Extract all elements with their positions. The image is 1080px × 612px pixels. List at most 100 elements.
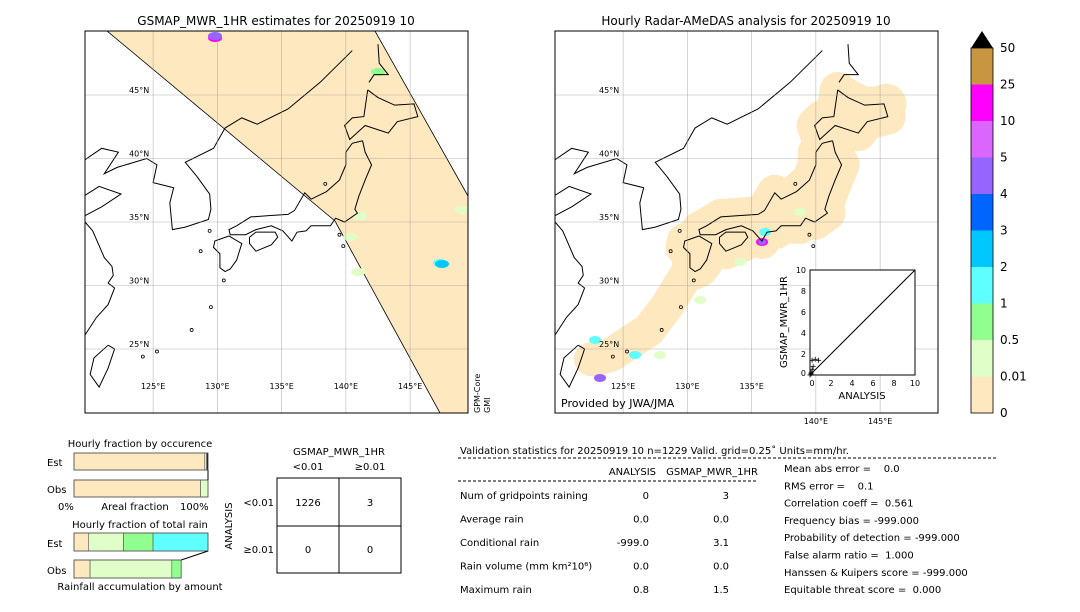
score-line: RMS error = 0.1 (784, 481, 874, 492)
coastline (85, 185, 123, 217)
island (668, 249, 673, 254)
stats-col-analysis: ANALYSIS (609, 467, 656, 478)
colorbar-label: 0 (1000, 406, 1008, 420)
lat-tick: 30°N (129, 277, 149, 286)
rain-cell (208, 32, 222, 40)
colorbar-label: 3 (1000, 224, 1008, 238)
scatter-xlabel: ANALYSIS (838, 391, 885, 402)
island (140, 354, 145, 359)
fraction-bar-frame (73, 532, 209, 552)
lon-tick: 130°E (205, 382, 229, 391)
colorbar-segment (971, 121, 993, 158)
scatter-point (807, 372, 813, 378)
rain-cell (351, 268, 365, 276)
colorbar-frame (970, 47, 994, 414)
scatter-point (808, 371, 814, 377)
total-rain-title: Hourly fraction of total rain (72, 520, 208, 531)
lat-tick: 25°N (599, 340, 619, 349)
colorbar-label: 2 (1000, 260, 1008, 274)
lat-tick: 45°N (599, 86, 619, 95)
cell: 0 (305, 545, 311, 556)
colorbar-segment (971, 376, 993, 413)
island (221, 278, 226, 283)
stats-row-gsmap: 0.0 (713, 562, 729, 573)
lat-tick: 45°N (129, 86, 149, 95)
map-frame (84, 30, 469, 414)
tick-100pct: 100% (180, 502, 209, 513)
table-title: GSMAP_MWR_1HR (293, 447, 385, 458)
scatter-ytick: 2 (801, 350, 806, 359)
scatter-point (815, 357, 821, 363)
island (625, 349, 629, 354)
fraction-bar-segment (89, 559, 173, 579)
stats-row-label: Rain volume (mm km²10⁶) (460, 562, 592, 573)
colorbar: 0 0.01 0.5 1 2 3 4 5 10 25 50 (970, 31, 1027, 420)
scatter-xtick: 0 (809, 379, 814, 388)
scatter-ytick: 4 (801, 329, 806, 338)
island (679, 305, 683, 309)
connector-line (181, 550, 209, 561)
scatter-ytick: 8 (801, 287, 806, 296)
island (793, 181, 798, 186)
rain-cell (759, 228, 771, 236)
occurrence-xlabel: Areal fraction (101, 502, 168, 513)
lon-tick: 130°E (675, 382, 699, 391)
score-line: Probability of detection = -999.000 (784, 533, 960, 544)
rain-cell (734, 258, 746, 266)
lon-tick: 125°E (141, 382, 165, 391)
one-to-one-line (809, 269, 916, 376)
colorbar-extend-arrow (971, 31, 993, 48)
coastline (85, 221, 116, 336)
colorbar-label: 4 (1000, 187, 1008, 201)
score-line: False alarm ratio = 1.000 (784, 551, 914, 562)
occurrence-title: Hourly fraction by occurence (68, 439, 212, 450)
island (807, 232, 812, 237)
lat-tick: 30°N (599, 277, 619, 286)
lon-tick: 135°E (269, 382, 293, 391)
island (209, 305, 213, 309)
scatter-ylabel: GSMAP_MWR_1HR (779, 276, 790, 368)
coastline (555, 221, 586, 336)
rain-cell (353, 212, 367, 220)
right-map-title: Hourly Radar-AMeDAS analysis for 2025091… (601, 14, 890, 28)
left-map: 125°E 130°E 135°E 140°E 145°E 45°N 40°N 35°N 30°… (84, 30, 469, 414)
island (811, 244, 816, 249)
coastline (343, 89, 419, 141)
satellite-label: GPM-Core (473, 374, 482, 413)
lon-tick: 140°E (334, 382, 358, 391)
scatter-xtick: 4 (849, 379, 854, 388)
score-line: Frequency bias = -999.000 (784, 516, 919, 527)
colorbar-segment (971, 157, 993, 194)
island (198, 249, 203, 254)
fraction-bar-segment (152, 532, 209, 552)
credit-label: Provided by JWA/JMA (561, 397, 675, 410)
colorbar-label: 1 (1000, 297, 1008, 311)
colorbar-segment (971, 340, 993, 377)
island (155, 349, 159, 354)
coastline (698, 140, 843, 242)
island (337, 232, 342, 237)
total-rain-xlabel: Rainfall accumulation by amount (57, 582, 222, 593)
radar-coverage (573, 255, 705, 377)
coastline (248, 231, 279, 252)
lat-tick: 40°N (599, 150, 619, 159)
lon-tick: 135°E (739, 382, 763, 391)
fraction-bar-frame (73, 559, 182, 579)
colorbar-segment (971, 194, 993, 231)
row-header-1: <0.01 (243, 498, 274, 509)
scatter-point (809, 367, 815, 373)
stats-row-gsmap: 1.5 (713, 585, 729, 596)
coastline (368, 44, 390, 83)
colorbar-label: 50 (1000, 41, 1015, 55)
stats-row-label: Average rain (460, 515, 524, 526)
island (207, 228, 212, 233)
tick-0pct: 0% (58, 502, 74, 513)
coastline (85, 50, 353, 231)
island (659, 328, 664, 332)
stats-row-analysis: -999.0 (617, 538, 649, 549)
colorbar-segment (971, 230, 993, 267)
scatter-ytick: 10 (796, 266, 806, 275)
scatter-point (810, 364, 816, 370)
stats-row-label: Conditional rain (460, 538, 539, 549)
